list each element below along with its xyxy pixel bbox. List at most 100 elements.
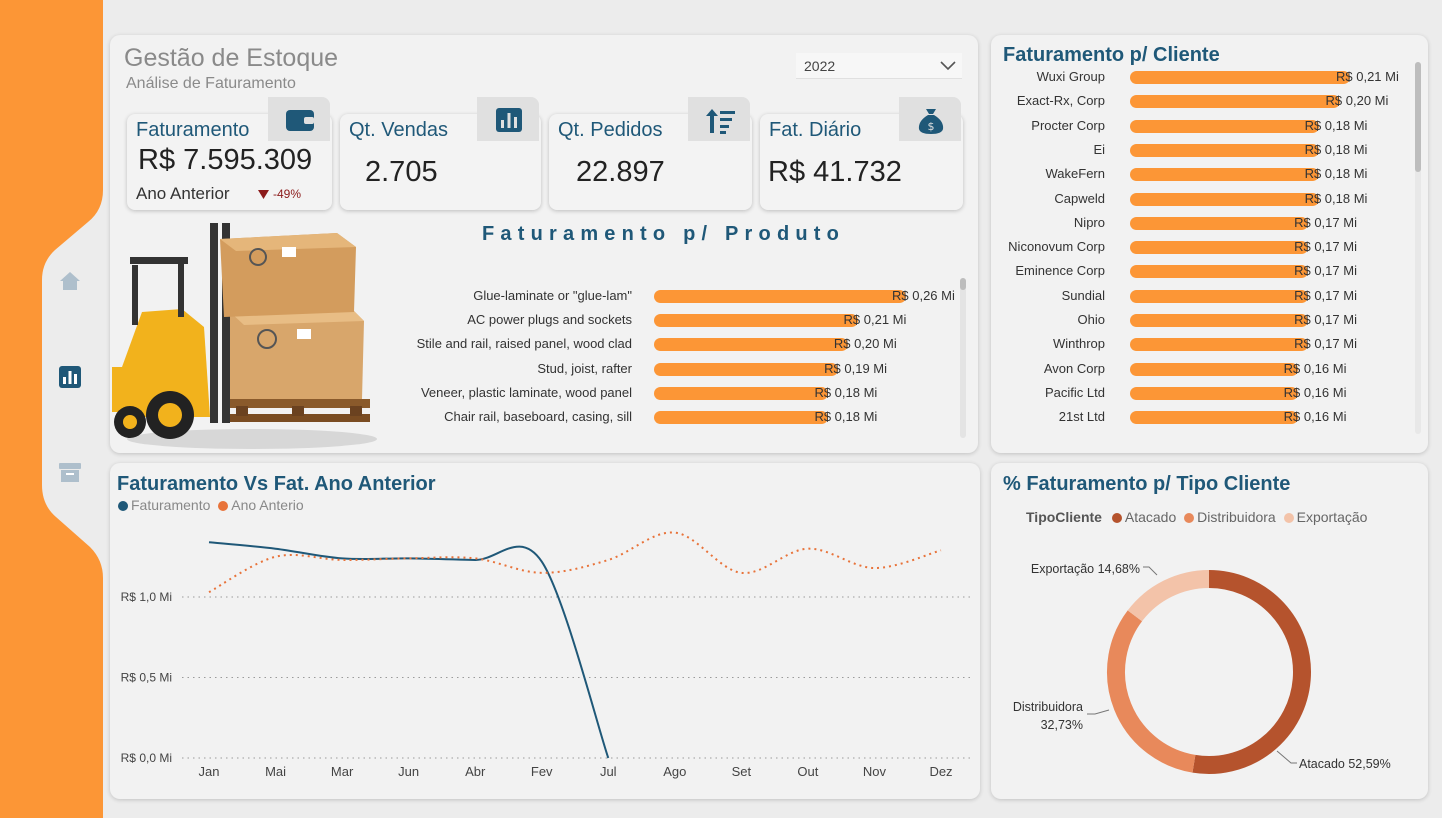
x-tick-label: Mar [331, 764, 354, 779]
nav-archive-button[interactable] [58, 461, 82, 485]
donut-chart-panel: % Faturamento p/ Tipo Cliente TipoClient… [991, 463, 1428, 799]
bar-value-label: R$ 0,19 Mi [824, 360, 888, 376]
bar-value-label: R$ 0,17 Mi [1294, 312, 1357, 327]
bar-label: Niconovum Corp [1008, 239, 1105, 255]
x-tick-label: Out [797, 764, 818, 779]
kpi-icon-box [268, 97, 330, 141]
bar[interactable] [1130, 241, 1309, 255]
sidebar [0, 0, 103, 818]
x-tick-label: Jul [600, 764, 617, 779]
product-scrollbar-thumb[interactable] [960, 278, 966, 290]
bar[interactable] [1130, 386, 1298, 400]
legend-dot-exportacao [1283, 513, 1294, 523]
bar[interactable] [654, 386, 829, 400]
bar[interactable] [1130, 411, 1298, 425]
bar-chart-icon [59, 366, 81, 388]
bar-value-label: R$ 0,18 Mi [1304, 190, 1368, 206]
kpi-value: 22.897 [576, 156, 665, 188]
y-tick-label: R$ 0,0 Mi [121, 751, 172, 765]
overview-panel: Gestão de Estoque Análise de Faturamento… [110, 35, 978, 453]
donut-data-label: Exportação 14,68% [1031, 562, 1140, 576]
donut-slice-exportacao[interactable] [1127, 570, 1210, 622]
series-line-ano-anterior[interactable] [208, 531, 942, 594]
bar[interactable] [654, 314, 858, 328]
line-chart-title: Faturamento Vs Fat. Ano Anterior [117, 473, 436, 495]
bar[interactable] [654, 411, 829, 424]
kpi-qt-pedidos: Qt. Pedidos 22.897 [549, 97, 752, 210]
series-line-faturamento[interactable] [208, 541, 610, 759]
donut-chart: Atacado 52,59% Distribuidora 32,73% Exporta… [1013, 562, 1391, 774]
kpi-title: Qt. Pedidos [558, 119, 663, 141]
client-scrollbar-thumb[interactable] [1415, 62, 1421, 172]
nav-home-button[interactable] [58, 269, 82, 293]
x-tick-label: Mai [265, 764, 286, 779]
bar-label: Veneer, plastic laminate, wood panel [420, 384, 632, 400]
bar[interactable] [1130, 314, 1309, 327]
page-title: Gestão de Estoque [124, 44, 339, 72]
bar[interactable] [1130, 289, 1309, 303]
bar-value-label: R$ 0,16 Mi [1283, 409, 1347, 425]
bar[interactable] [1130, 95, 1340, 109]
archive-icon [59, 463, 81, 482]
nav-chart-button[interactable] [58, 365, 82, 389]
bar-value-label: R$ 0,17 Mi [1294, 214, 1357, 230]
kpi-title: Faturamento [136, 119, 250, 141]
bar[interactable] [1130, 71, 1350, 84]
client-scrollbar[interactable] [1415, 62, 1421, 434]
legend-dot-ano-anterior [218, 501, 229, 511]
donut-leader-line [1143, 566, 1158, 576]
svg-text:$: $ [928, 120, 935, 133]
bar[interactable] [1130, 265, 1309, 279]
bar-label: WakeFern [1045, 166, 1105, 182]
bar-value-label: R$ 0,18 Mi [1304, 166, 1368, 182]
donut-chart-title: % Faturamento p/ Tipo Cliente [1003, 473, 1291, 495]
bar-label: Sundial [1061, 287, 1105, 303]
bar-label: Eminence Corp [1015, 263, 1105, 279]
kpi-value: R$ 41.732 [768, 156, 902, 188]
donut-legend-title: TipoCliente [1026, 509, 1102, 525]
bar-value-label: R$ 0,18 Mi [1304, 117, 1368, 133]
bar-value-label: R$ 0,20 Mi [1325, 93, 1389, 109]
product-chart-title: Faturamento p/ Produto [482, 223, 846, 245]
y-tick-label: R$ 0,5 Mi [121, 671, 172, 685]
legend-label-atacado: Atacado [1124, 509, 1177, 525]
bar-label: Nipro [1073, 214, 1105, 230]
donut-legend: TipoCliente Atacado Distribuidora Export… [1026, 509, 1367, 525]
bar[interactable] [1130, 192, 1319, 206]
sidebar-background [0, 0, 103, 818]
bar-label: Ei [1093, 141, 1105, 157]
bar[interactable] [1130, 362, 1298, 376]
bar[interactable] [1130, 168, 1319, 182]
bar-label: Chair rail, baseboard, casing, sill [444, 409, 632, 424]
sort-icon [706, 109, 735, 134]
bar-label: Glue-laminate or "glue-lam" [473, 288, 632, 303]
bar[interactable] [654, 338, 848, 352]
kpi-faturamento: Faturamento R$ 7.595.309 Ano Anterior -4… [127, 97, 332, 210]
client-panel: Faturamento p/ Cliente Wuxi Group R$ 0,21… [991, 35, 1428, 453]
legend-dot-atacado [1111, 513, 1122, 523]
bar-value-label: R$ 0,26 Mi [892, 288, 955, 303]
bar[interactable] [1130, 119, 1319, 133]
bar-label: Ohio [1077, 312, 1105, 327]
kpi-qt-vendas: Qt. Vendas 2.705 [340, 97, 541, 210]
bar[interactable] [1130, 338, 1309, 352]
bar[interactable] [1130, 143, 1319, 157]
forklift-illustration [112, 223, 377, 449]
donut-slice-atacado[interactable] [1192, 570, 1311, 774]
x-tick-label: Fev [531, 764, 553, 779]
bar-value-label: R$ 0,17 Mi [1294, 287, 1357, 303]
year-select[interactable]: 2022 [796, 53, 962, 79]
kpi-sub-label: Ano Anterior [136, 184, 230, 203]
legend-dot-distribuidora [1184, 513, 1195, 523]
donut-slice-distribuidora[interactable] [1107, 610, 1196, 773]
bar-label: Procter Corp [1031, 117, 1105, 133]
donut-leader-line [1276, 750, 1297, 764]
bar[interactable] [654, 290, 906, 303]
donut-data-label: 32,73% [1041, 718, 1083, 732]
bar-value-label: R$ 0,21 Mi [1336, 69, 1399, 84]
product-scrollbar[interactable] [960, 278, 966, 438]
bar-label: Wuxi Group [1036, 69, 1105, 84]
bar[interactable] [654, 362, 839, 376]
bar-value-label: R$ 0,16 Mi [1283, 360, 1347, 376]
bar[interactable] [1130, 216, 1309, 230]
